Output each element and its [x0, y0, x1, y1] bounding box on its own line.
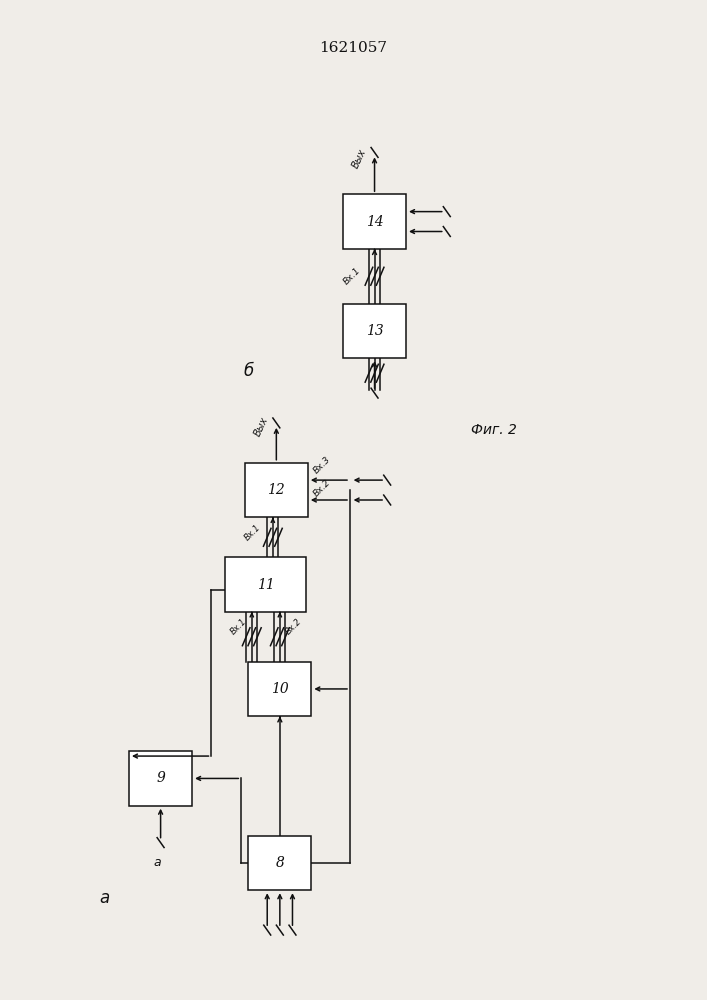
Text: Вых: Вых: [350, 147, 368, 169]
Text: Вх.3: Вх.3: [311, 455, 332, 475]
Bar: [248, 662, 311, 716]
Text: 12: 12: [267, 483, 285, 497]
Text: Вх.2: Вх.2: [311, 477, 332, 498]
Bar: [226, 557, 306, 612]
Bar: [343, 304, 406, 358]
Bar: [129, 751, 192, 806]
Text: 14: 14: [366, 215, 383, 229]
Text: 11: 11: [257, 578, 275, 592]
Bar: [245, 463, 308, 517]
Bar: [343, 194, 406, 249]
Text: 1621057: 1621057: [320, 41, 387, 55]
Text: 10: 10: [271, 682, 288, 696]
Text: Вх.1: Вх.1: [228, 617, 248, 636]
Text: а: а: [153, 856, 161, 869]
Text: 9: 9: [156, 771, 165, 785]
Text: Вых: Вых: [252, 415, 269, 438]
Text: Вх.2: Вх.2: [284, 617, 303, 636]
Text: 8: 8: [276, 856, 284, 870]
Text: Вх.1: Вх.1: [341, 266, 362, 287]
Text: Вх.1: Вх.1: [243, 522, 262, 542]
Text: а: а: [100, 889, 110, 907]
Text: б: б: [243, 362, 253, 380]
Text: Фиг. 2: Фиг. 2: [471, 423, 517, 437]
Text: 13: 13: [366, 324, 383, 338]
Bar: [248, 836, 311, 890]
